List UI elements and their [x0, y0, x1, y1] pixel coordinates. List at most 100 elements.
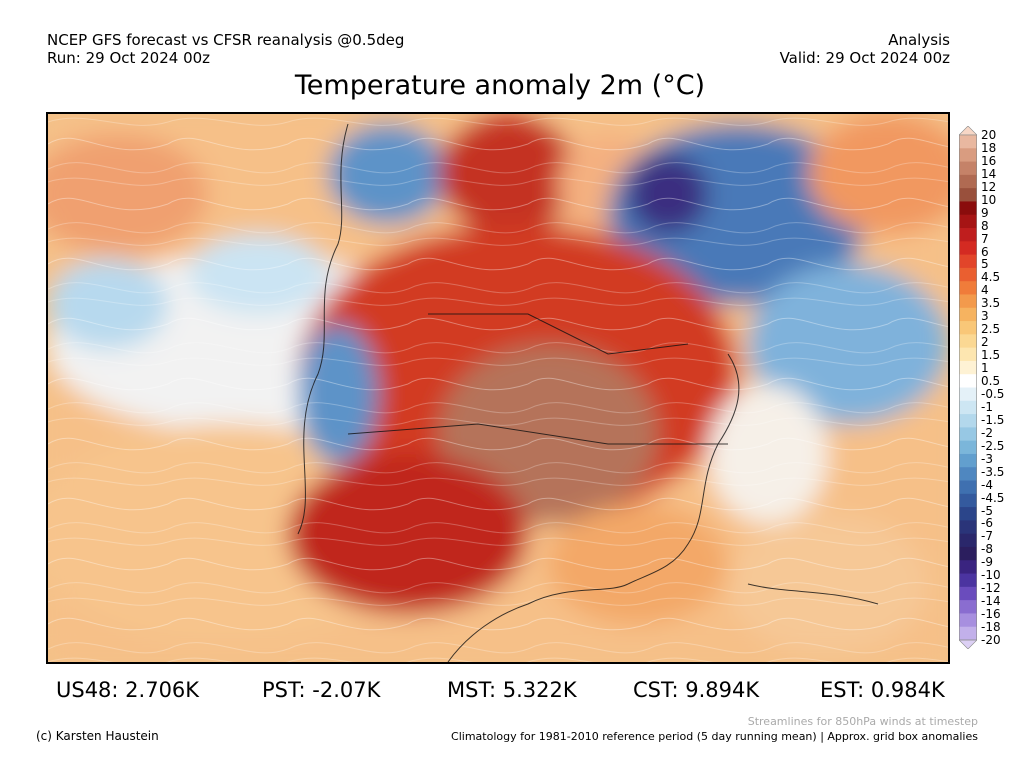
climatology-note: Climatology for 1981-2010 reference peri… — [451, 730, 978, 743]
colorbar-swatch — [959, 387, 977, 402]
colorbar-swatch — [959, 586, 977, 601]
colorbar-swatch — [959, 507, 977, 521]
colorbar-overflow-top — [959, 126, 977, 136]
colorbar-swatch — [959, 294, 977, 309]
cst-anomaly: CST: 9.894K — [633, 678, 760, 702]
colorbar-labels: 20 18 16 14 12 10 9 8 7 6 5 4.5 4 3.5 3 2.5 2 1.5 1 0.5 -0.5… — [981, 126, 1021, 649]
colorbar-tick-label: -8 — [981, 542, 993, 557]
colorbar-swatch — [959, 440, 977, 455]
streamlines-note: Streamlines for 850hPa winds at timestep — [747, 715, 978, 728]
author-credit: (c) Karsten Haustein — [36, 729, 159, 743]
colorbar-tick-label: -2 — [981, 425, 993, 440]
colorbar-tick-label: -2.5 — [981, 438, 1005, 453]
colorbar-tick-label: 2.5 — [981, 322, 1001, 337]
colorbar-swatch — [959, 241, 977, 256]
regional-anomaly-summary: US48: 2.706K PST: -2.07K MST: 5.322K CST… — [0, 678, 1024, 706]
colorbar-swatch — [959, 613, 977, 628]
colorbar-tick-label: 0.5 — [981, 374, 1001, 389]
colorbar-tick-label: -14 — [981, 594, 1001, 609]
colorbar-tick-label: -4 — [981, 477, 993, 492]
colorbar-tick-label: -18 — [981, 620, 1001, 635]
colorbar-swatch — [959, 600, 977, 614]
colorbar-swatch — [959, 214, 977, 229]
map-title: Temperature anomaly 2m (°C) — [294, 70, 706, 101]
colorbar-tick-label: -1.5 — [981, 412, 1005, 427]
colorbar-tick-label: -6 — [981, 516, 993, 531]
colorbar-swatch — [959, 453, 977, 468]
colorbar — [959, 126, 977, 649]
colorbar-tick-label: 7 — [981, 231, 989, 246]
colorbar-tick-label: -3 — [981, 451, 993, 466]
colorbar-tick-label: 16 — [981, 153, 997, 168]
colorbar-tick-label: 20 — [981, 128, 997, 142]
colorbar-swatch — [959, 188, 977, 202]
colorbar-swatch — [959, 334, 977, 349]
colorbar-tick-label: -12 — [981, 581, 1001, 596]
colorbar-tick-label: 3.5 — [981, 296, 1001, 311]
colorbar-tick-label: 9 — [981, 205, 989, 220]
colorbar-swatch — [959, 493, 977, 508]
model-description: NCEP GFS forecast vs CFSR reanalysis @0.… — [47, 31, 405, 49]
colorbar-tick-label: 1.5 — [981, 348, 1001, 363]
colorbar-tick-label: 6 — [981, 244, 989, 259]
colorbar-swatch — [959, 374, 977, 388]
colorbar-swatch — [959, 546, 977, 561]
colorbar-tick-label: -4.5 — [981, 490, 1005, 505]
mst-anomaly: MST: 5.322K — [447, 678, 577, 702]
colorbar-overflow-bottom — [959, 639, 977, 649]
coastlines — [297, 123, 879, 662]
colorbar-tick-label: 5 — [981, 257, 989, 272]
colorbar-swatch — [959, 573, 977, 588]
valid-time-info: Analysis Valid: 29 Oct 2024 00z — [780, 31, 950, 67]
colorbar-tick-label: -3.5 — [981, 464, 1005, 479]
colorbar-tick-label: -10 — [981, 568, 1001, 583]
colorbar-tick-label: 1 — [981, 361, 989, 376]
colorbar-tick-label: 4 — [981, 283, 989, 298]
colorbar-swatch — [959, 161, 977, 176]
colorbar-swatch — [959, 467, 977, 482]
colorbar-tick-label: -1 — [981, 399, 993, 414]
colorbar-swatch — [959, 480, 977, 495]
colorbar-tick-label: 12 — [981, 179, 997, 194]
colorbar-tick-label: -5 — [981, 503, 993, 518]
colorbar-swatch — [959, 174, 977, 189]
colorbar-swatch — [959, 360, 977, 375]
colorbar-tick-label: 3 — [981, 309, 989, 324]
est-anomaly: EST: 0.984K — [820, 678, 945, 702]
colorbar-swatch — [959, 281, 977, 295]
colorbar-tick-label: -9 — [981, 555, 993, 570]
colorbar-tick-label: -0.5 — [981, 386, 1005, 401]
colorbar-swatch — [959, 400, 977, 415]
colorbar-swatch — [959, 307, 977, 322]
colorbar-swatch — [959, 520, 977, 535]
model-run-info: NCEP GFS forecast vs CFSR reanalysis @0.… — [47, 31, 404, 67]
colorbar-tick-label: -7 — [981, 529, 993, 544]
colorbar-swatch — [959, 267, 977, 282]
colorbar-swatch — [959, 427, 977, 442]
colorbar-swatch — [959, 321, 977, 335]
colorbar-swatch — [959, 626, 977, 641]
colorbar-tick-label: 4.5 — [981, 270, 1001, 285]
colorbar-swatch — [959, 533, 977, 548]
colorbar-swatch — [959, 148, 977, 163]
colorbar-swatch — [959, 347, 977, 362]
colorbar-tick-label: 8 — [981, 218, 989, 233]
valid-time: Valid: 29 Oct 2024 00z — [779, 49, 950, 67]
colorbar-tick-label: -16 — [981, 607, 1001, 622]
pst-anomaly: PST: -2.07K — [262, 678, 381, 702]
colorbar-tick-label: -20 — [981, 633, 1001, 647]
colorbar-tick-label: 18 — [981, 140, 997, 155]
colorbar-tick-label: 2 — [981, 335, 989, 350]
colorbar-tick-label: 14 — [981, 166, 997, 181]
analysis-label: Analysis — [888, 31, 950, 49]
colorbar-tick-label: 10 — [981, 192, 997, 207]
colorbar-swatch — [959, 201, 977, 216]
temperature-anomaly-map — [46, 112, 950, 664]
run-time: Run: 29 Oct 2024 00z — [47, 49, 211, 67]
colorbar-swatch — [959, 135, 977, 149]
colorbar-swatch — [959, 560, 977, 575]
colorbar-swatch — [959, 414, 977, 428]
us48-anomaly: US48: 2.706K — [56, 678, 200, 702]
colorbar-swatch — [959, 254, 977, 269]
colorbar-swatch — [959, 228, 977, 242]
